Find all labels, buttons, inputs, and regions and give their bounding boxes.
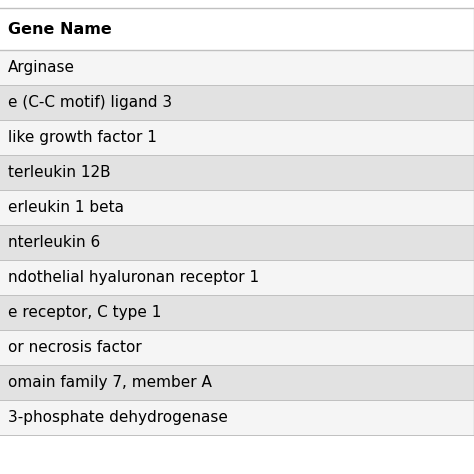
Bar — [0, 225, 474, 260]
Bar — [0, 190, 474, 225]
Bar — [0, 295, 474, 330]
Text: or necrosis factor: or necrosis factor — [8, 340, 142, 355]
Bar — [0, 330, 474, 365]
Text: Arginase: Arginase — [8, 60, 75, 75]
Text: e (C-C motif) ligand 3: e (C-C motif) ligand 3 — [8, 95, 172, 110]
Bar — [0, 155, 474, 190]
Text: 3-phosphate dehydrogenase: 3-phosphate dehydrogenase — [8, 410, 228, 425]
Text: nterleukin 6: nterleukin 6 — [8, 235, 100, 250]
Bar — [0, 260, 474, 295]
Text: omain family 7, member A: omain family 7, member A — [8, 375, 212, 390]
Text: e receptor, C type 1: e receptor, C type 1 — [8, 305, 161, 320]
Bar — [0, 120, 474, 155]
Bar — [0, 400, 474, 435]
Bar — [0, 50, 474, 85]
Text: terleukin 12B: terleukin 12B — [8, 165, 110, 180]
Bar — [0, 365, 474, 400]
Text: like growth factor 1: like growth factor 1 — [8, 130, 157, 145]
Bar — [0, 85, 474, 120]
Text: ndothelial hyaluronan receptor 1: ndothelial hyaluronan receptor 1 — [8, 270, 259, 285]
Bar — [0, 8, 474, 50]
Text: Gene Name: Gene Name — [8, 21, 112, 36]
Text: erleukin 1 beta: erleukin 1 beta — [8, 200, 124, 215]
